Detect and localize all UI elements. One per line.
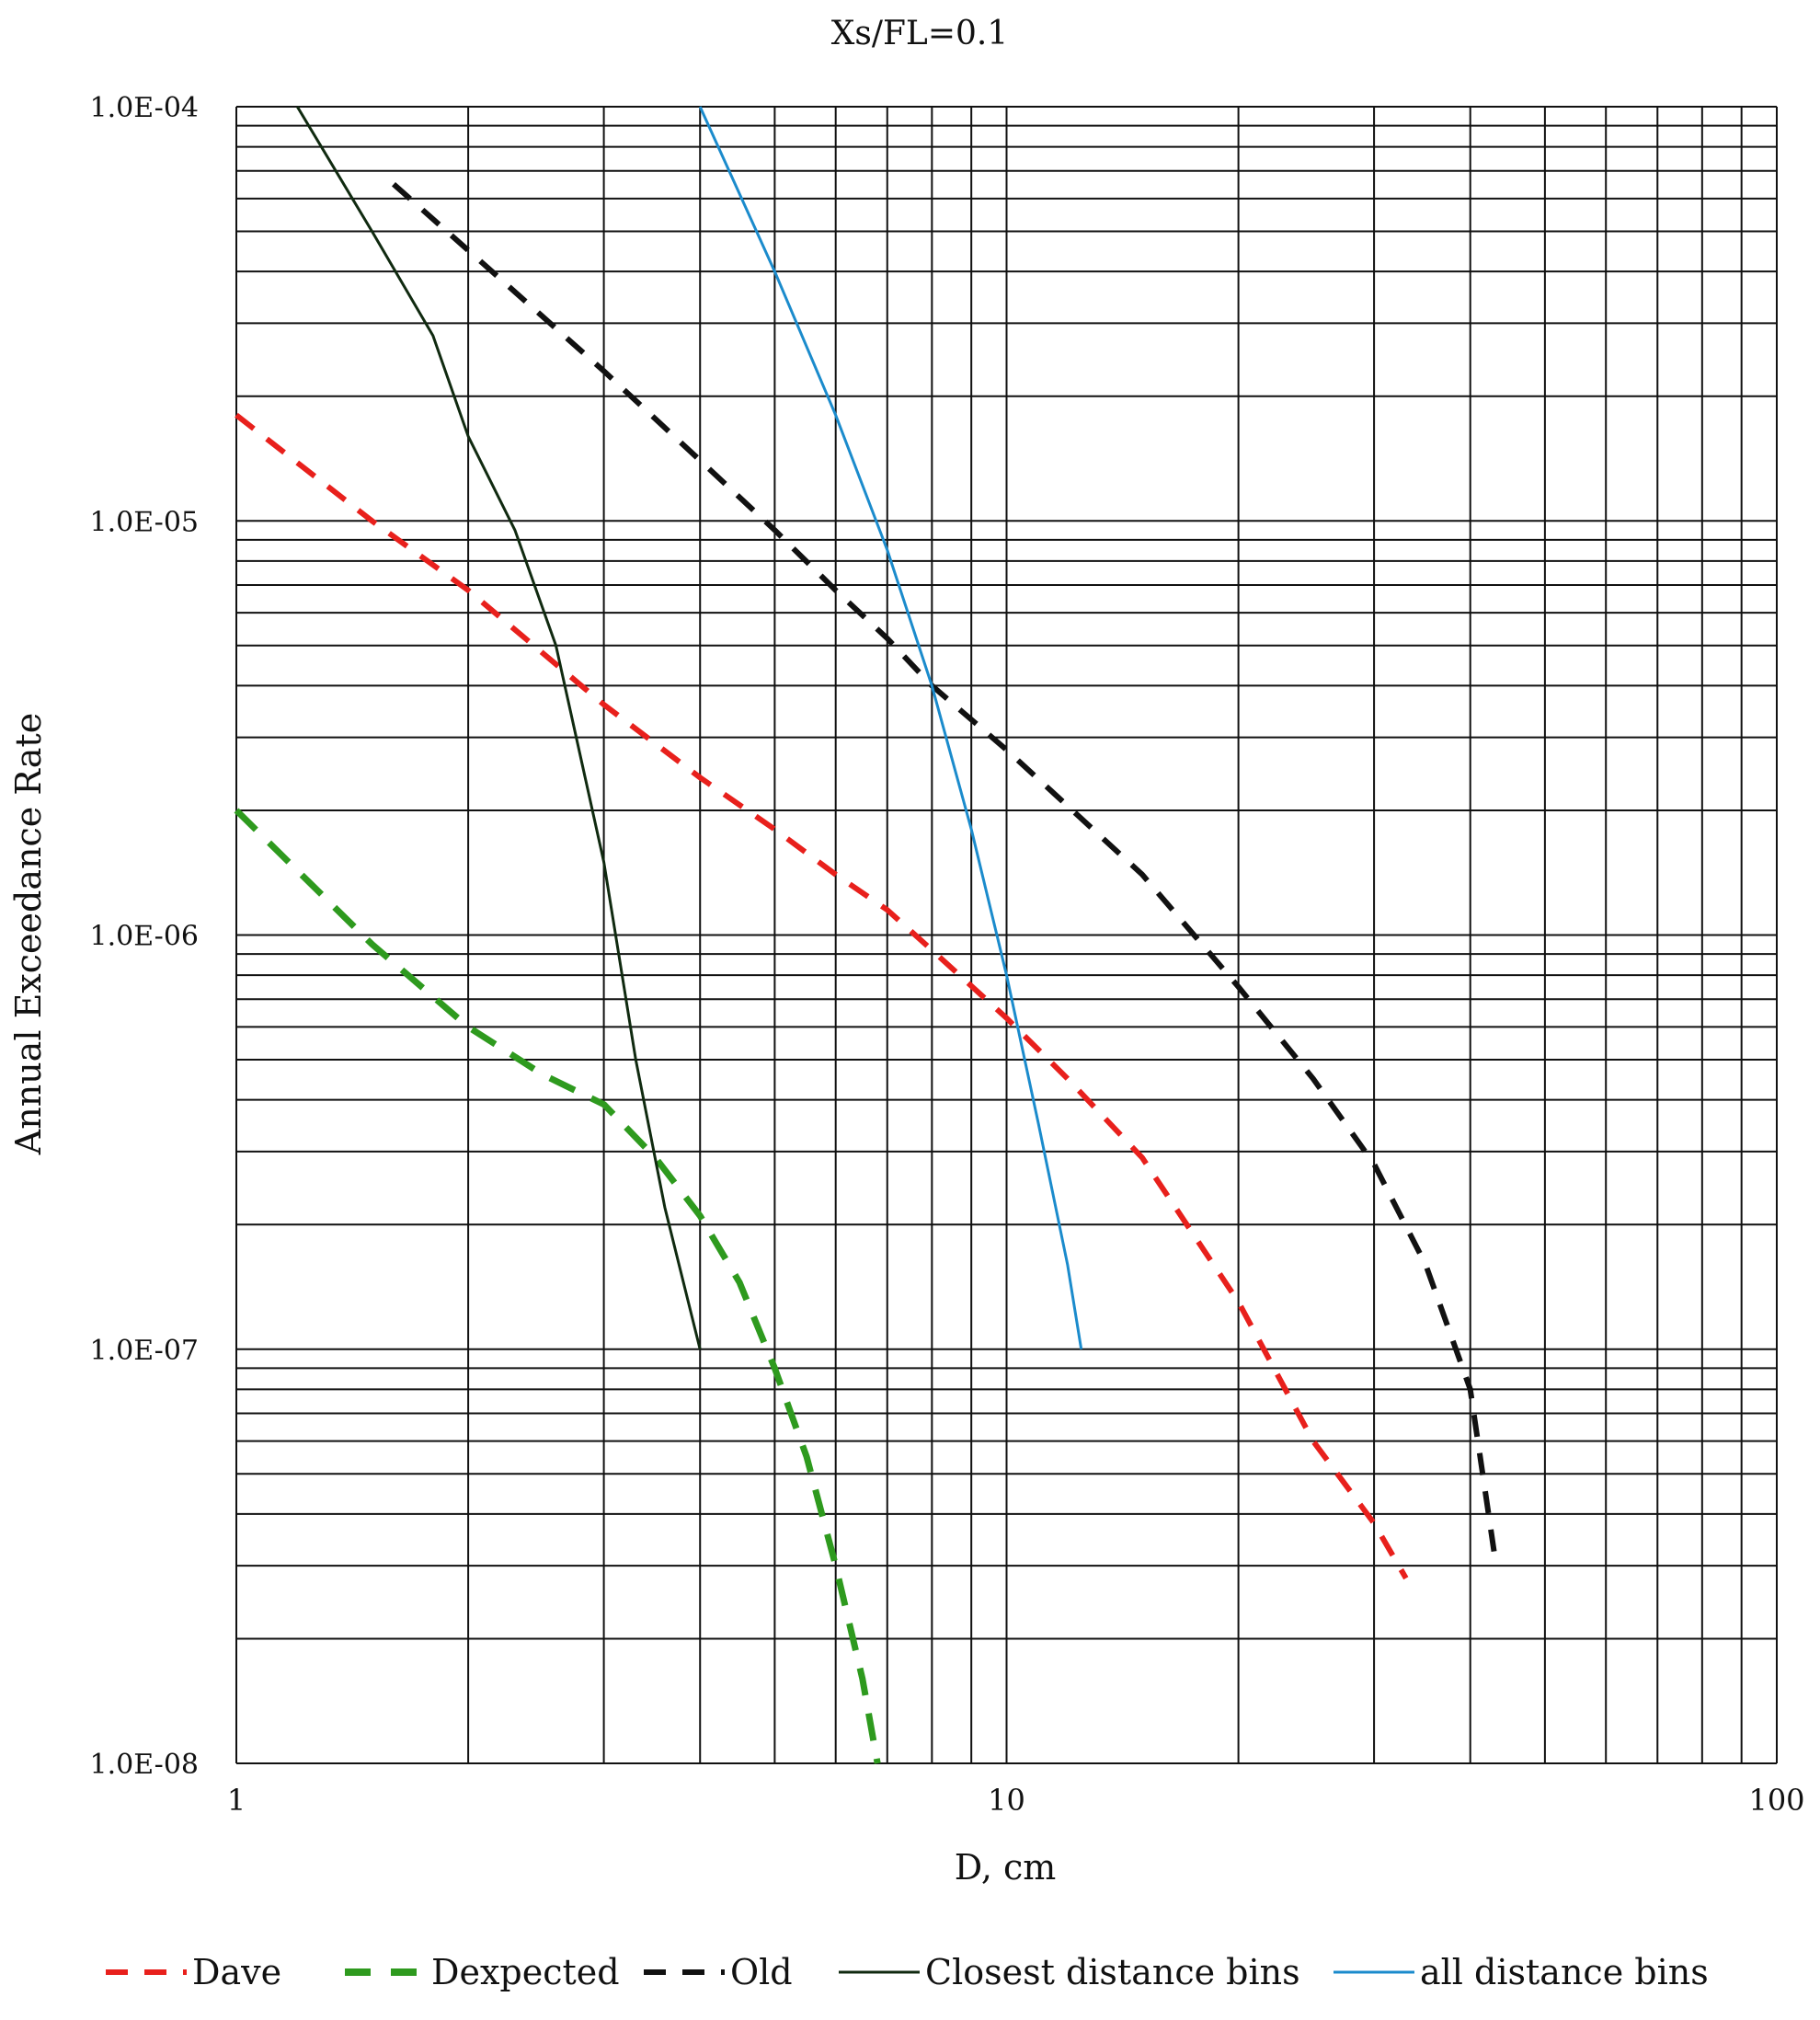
y-tick-label: 1.0E-08 bbox=[90, 1749, 199, 1781]
x-tick-label: 1 bbox=[227, 1783, 246, 1818]
legend-label: all distance bins bbox=[1420, 1952, 1709, 1992]
grid bbox=[235, 106, 1778, 1764]
legend: Dave Dexpected Old Closest distance bins all… bbox=[106, 1952, 1709, 1992]
x-axis-ticks: 1 10 100 bbox=[227, 1783, 1805, 1818]
series-line-dave bbox=[235, 412, 1409, 1580]
legend-label: Dave bbox=[192, 1952, 281, 1992]
x-tick-label: 100 bbox=[1748, 1783, 1804, 1818]
y-axis-label: Annual Exceedance Rate bbox=[8, 713, 49, 1155]
x-axis-label: D, cm bbox=[955, 1847, 1057, 1888]
series-layer bbox=[234, 106, 1497, 1764]
y-tick-label: 1.0E-04 bbox=[90, 92, 199, 124]
y-tick-label: 1.0E-05 bbox=[90, 506, 199, 538]
series-line-closest-distance-bins bbox=[296, 106, 702, 1350]
chart-title: Xs/FL=0.1 bbox=[831, 15, 1009, 52]
y-tick-label: 1.0E-07 bbox=[90, 1335, 199, 1367]
legend-label: Closest distance bins bbox=[925, 1952, 1300, 1992]
series-line-old bbox=[392, 181, 1497, 1555]
legend-label: Old bbox=[730, 1952, 793, 1992]
series-line-dexpected bbox=[234, 808, 881, 1764]
y-axis-ticks: 1.0E-04 1.0E-05 1.0E-06 1.0E-07 1.0E-08 bbox=[90, 92, 199, 1781]
series-line-all-distance-bins bbox=[698, 106, 1083, 1350]
x-tick-label: 10 bbox=[988, 1783, 1025, 1818]
legend-label: Dexpected bbox=[431, 1952, 620, 1992]
y-tick-label: 1.0E-06 bbox=[90, 921, 199, 953]
